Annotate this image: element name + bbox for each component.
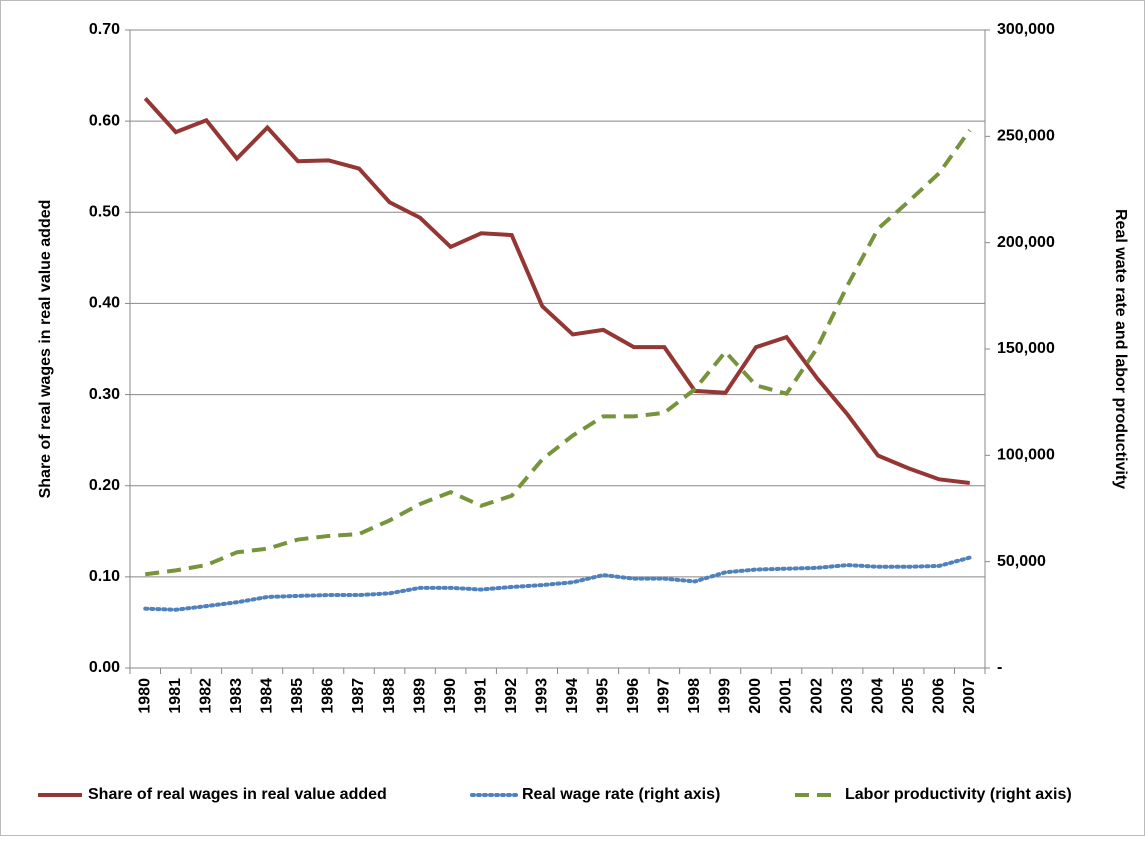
x-tick-label: 1993 xyxy=(533,678,550,714)
x-tick-label: 1998 xyxy=(686,678,703,714)
x-tick-label: 1988 xyxy=(381,678,398,714)
x-tick-label: 2006 xyxy=(930,678,947,714)
y2-tick-label: 300,000 xyxy=(997,21,1055,38)
legend-label: Share of real wages in real value added xyxy=(88,786,387,803)
x-tick-label: 2007 xyxy=(961,678,978,714)
y-tick-label: 0.70 xyxy=(89,21,120,38)
y2-tick-label: 250,000 xyxy=(997,128,1055,145)
x-tick-label: 1999 xyxy=(717,678,734,714)
x-tick-label: 2003 xyxy=(839,678,856,714)
y-tick-label: 0.20 xyxy=(89,477,120,494)
x-tick-label: 2000 xyxy=(747,678,764,714)
y-tick-label: 0.30 xyxy=(89,386,120,403)
y2-tick-label: 50,000 xyxy=(997,553,1046,570)
x-tick-label: 1987 xyxy=(350,678,367,714)
x-tick-label: 1994 xyxy=(564,678,581,714)
series-line xyxy=(143,555,972,612)
x-tick-label: 1983 xyxy=(228,678,245,714)
x-tick-label: 1996 xyxy=(625,678,642,714)
x-tick-label: 2004 xyxy=(869,678,886,714)
x-tick-label: 1986 xyxy=(320,678,337,714)
y-tick-label: 0.50 xyxy=(89,204,120,221)
x-tick-label: 2001 xyxy=(778,678,795,714)
y-axis-title: Share of real wages in real value added xyxy=(37,200,54,499)
x-tick-label: 1989 xyxy=(411,678,428,714)
y2-axis-title: Real wate rate and labor productivity xyxy=(1112,209,1129,489)
y-tick-label: 0.10 xyxy=(89,568,120,585)
series-line xyxy=(143,97,970,485)
x-tick-label: 1984 xyxy=(259,678,276,714)
series-line xyxy=(145,129,972,577)
y2-tick-label: 200,000 xyxy=(997,234,1055,251)
legend-label: Real wage rate (right axis) xyxy=(522,786,720,803)
x-tick-label: 1981 xyxy=(167,678,184,714)
x-tick-label: 2002 xyxy=(808,678,825,714)
y-tick-label: 0.40 xyxy=(89,295,120,312)
x-tick-label: 1992 xyxy=(503,678,520,714)
x-tick-label: 1982 xyxy=(198,678,215,714)
y2-tick-label: 100,000 xyxy=(997,447,1055,464)
x-tick-label: 1990 xyxy=(442,678,459,714)
x-tick-label: 1980 xyxy=(136,678,153,714)
x-tick-label: 2005 xyxy=(900,678,917,714)
y2-tick-label: 150,000 xyxy=(997,340,1055,357)
x-tick-label: 1995 xyxy=(595,678,612,714)
y-tick-label: 0.60 xyxy=(89,112,120,129)
y-tick-label: 0.00 xyxy=(89,659,120,676)
y2-tick-label: - xyxy=(997,659,1002,676)
legend-label: Labor productivity (right axis) xyxy=(845,786,1072,803)
x-tick-label: 1997 xyxy=(656,678,673,714)
x-tick-label: 1985 xyxy=(289,678,306,714)
x-tick-label: 1991 xyxy=(472,678,489,714)
